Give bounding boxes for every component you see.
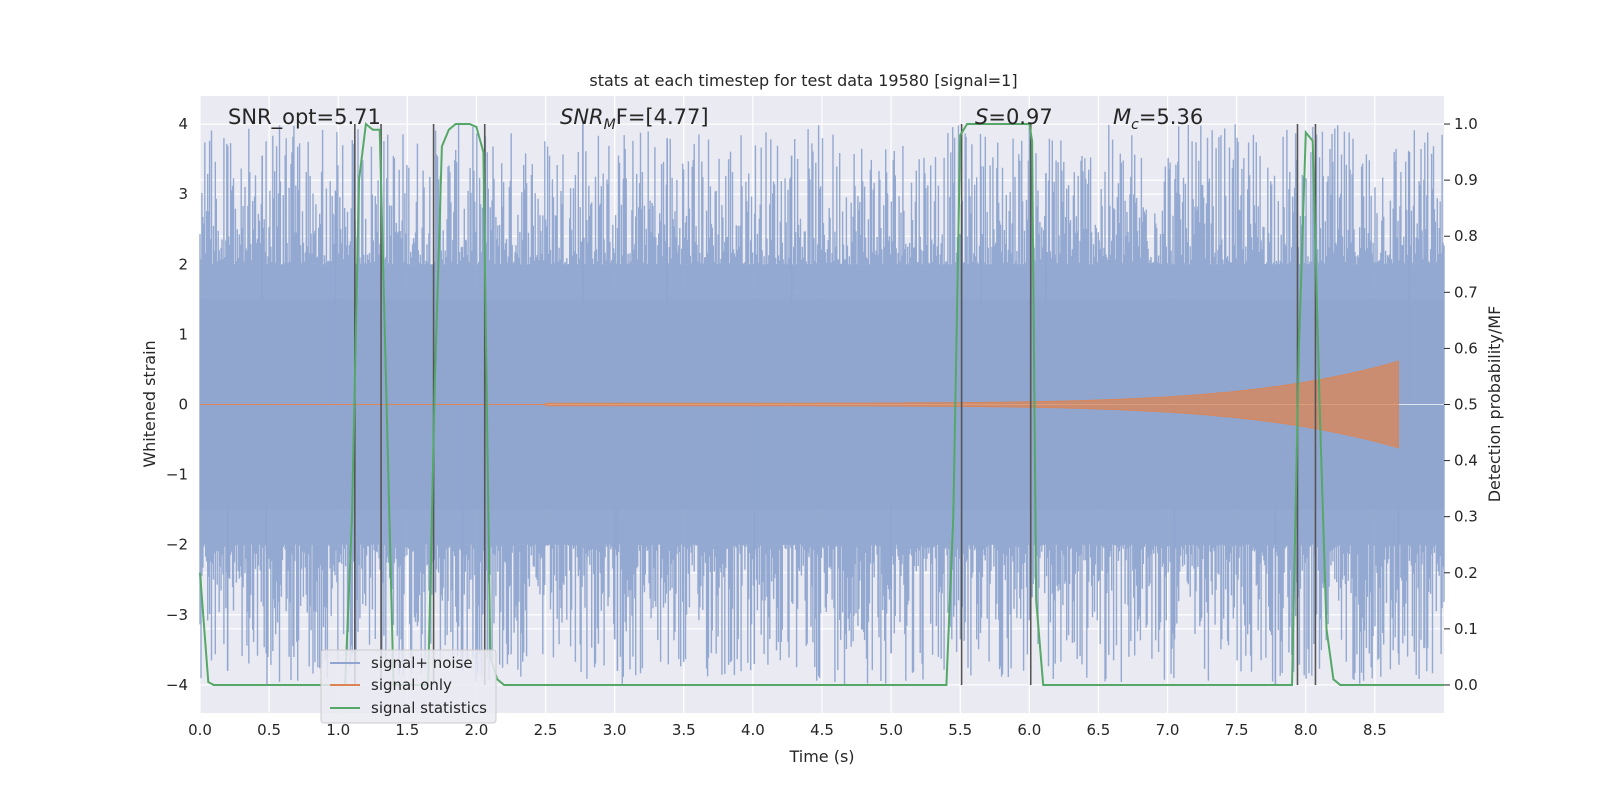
annotation-snr-opt: SNR_opt=5.71 xyxy=(228,105,381,130)
x-tick-label: 5.5 xyxy=(948,721,972,739)
signal-only-series xyxy=(200,360,1399,449)
chirp-envelope xyxy=(545,360,1399,449)
y-tick-label: −1 xyxy=(166,466,188,484)
y-tick-label: 3 xyxy=(178,185,188,203)
y-tick-label: −3 xyxy=(166,606,188,624)
y2-tick-label: 0.7 xyxy=(1454,283,1478,301)
x-tick-label: 4.5 xyxy=(810,721,834,739)
annotation-snr-mf: SNRMF=[4.77] xyxy=(560,105,709,133)
y-tick-label: 2 xyxy=(178,255,188,273)
legend-label-signal-only: signal only xyxy=(371,676,452,694)
y2-tick-label: 0.6 xyxy=(1454,339,1478,357)
y-tick-label: 0 xyxy=(178,396,188,414)
y2-tick-label: 0.8 xyxy=(1454,227,1478,245)
legend-box xyxy=(320,649,497,724)
annotation-mc: Mc=5.36 xyxy=(1113,105,1203,133)
y2-tick-label: 0.9 xyxy=(1454,171,1478,189)
x-tick-label: 2.5 xyxy=(534,721,558,739)
x-tick-label: 8.5 xyxy=(1363,721,1387,739)
y2-tick-label: 0.4 xyxy=(1454,452,1478,470)
x-tick-label: 0.5 xyxy=(257,721,281,739)
y2-axis-label: Detection probability/MF xyxy=(1485,306,1504,503)
x-tick-label: 4.0 xyxy=(741,721,765,739)
y-tick-label: 1 xyxy=(178,325,188,343)
annotation-s: S=0.97 xyxy=(975,105,1053,129)
x-tick-label: 1.5 xyxy=(395,721,419,739)
x-tick-label: 3.0 xyxy=(603,721,627,739)
x-tick-label: 2.0 xyxy=(465,721,489,739)
y2-tick-label: 0.3 xyxy=(1454,508,1478,526)
legend-label-signal-noise: signal+ noise xyxy=(371,654,473,672)
chart-title: stats at each timestep for test data 195… xyxy=(589,71,1017,90)
x-tick-label: 6.5 xyxy=(1087,721,1111,739)
x-tick-label: 8.0 xyxy=(1294,721,1318,739)
x-tick-labels: 0.0 0.5 1.0 1.5 2.0 2.5 3.0 3.5 4.0 4.5 5.0 5.5 6.0 6… xyxy=(188,721,1387,739)
x-axis-label: Time (s) xyxy=(788,747,854,766)
x-tick-label: 5.0 xyxy=(879,721,903,739)
y-tick-label: −4 xyxy=(166,676,188,694)
y2-tick-label: 1.0 xyxy=(1454,115,1478,133)
x-tick-label: 0.0 xyxy=(188,721,212,739)
y-axis-label: Whitened strain xyxy=(140,340,159,467)
signal-statistics-series xyxy=(199,122,1444,686)
y-tick-label: −2 xyxy=(166,536,188,554)
y2-tick-label: 0.5 xyxy=(1454,396,1478,414)
legend: signal+ noise signal only signal statist… xyxy=(320,649,497,724)
x-tick-label: 6.0 xyxy=(1017,721,1041,739)
y2-tick-label: 0.0 xyxy=(1454,676,1478,694)
probability-line xyxy=(199,122,1444,686)
y-tick-label: 4 xyxy=(178,115,188,133)
x-tick-label: 3.5 xyxy=(672,721,696,739)
y-tick-labels: −4 −3 −2 −1 0 1 2 3 4 xyxy=(166,115,188,694)
x-tick-label: 7.5 xyxy=(1225,721,1249,739)
y2-tick-labels: 0.0 0.1 0.2 0.3 0.4 0.5 0.6 0.7 0.8 0.9 1.0 xyxy=(1444,115,1478,694)
y2-tick-label: 0.2 xyxy=(1454,564,1478,582)
x-tick-label: 7.0 xyxy=(1156,721,1180,739)
legend-label-signal-statistics: signal statistics xyxy=(371,699,487,717)
x-tick-label: 1.0 xyxy=(326,721,350,739)
y2-tick-label: 0.1 xyxy=(1454,620,1478,638)
